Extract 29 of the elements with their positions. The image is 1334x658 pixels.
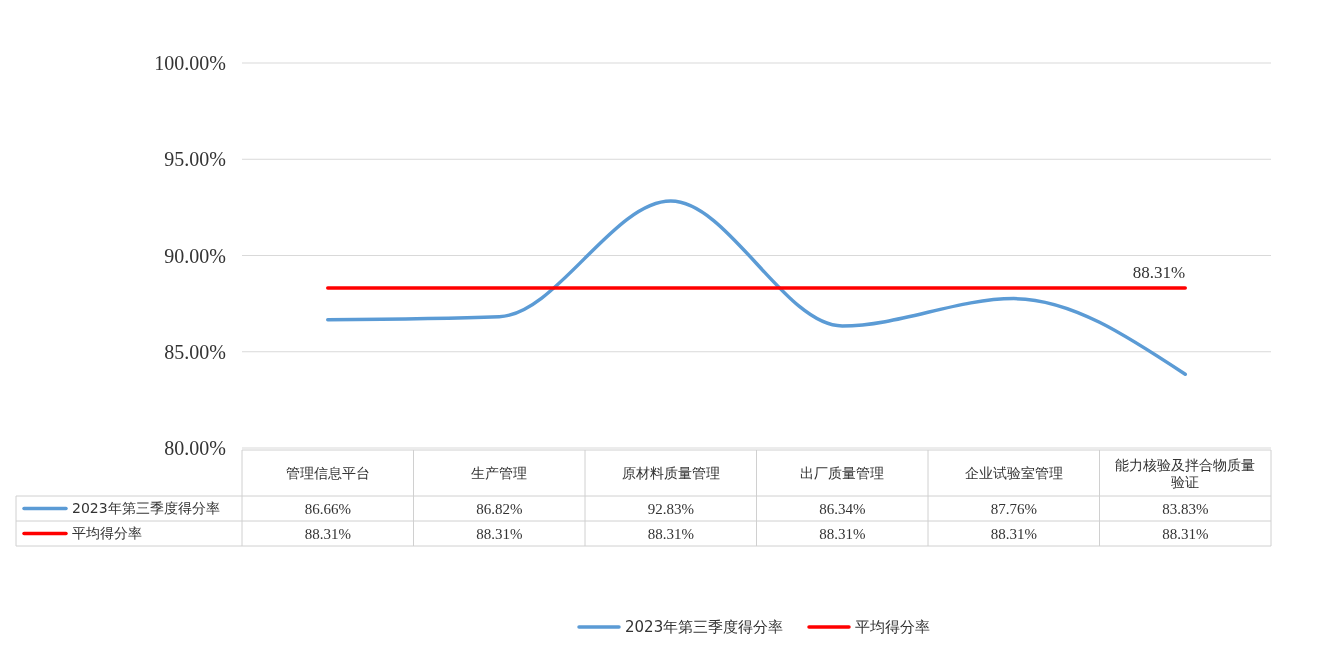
y-tick-label: 85.00% [164, 340, 226, 363]
data-label: 88.31% [1162, 525, 1209, 542]
annotation: 88.31% [1132, 263, 1186, 283]
legend-label: 2023年第三季度得分率 [72, 500, 220, 517]
y-tick-label: 100.00% [154, 52, 226, 74]
data-label: 86.34% [819, 500, 866, 517]
x-tick-label: 企业试验室管理 [964, 464, 1063, 481]
x-tick-label: 出厂质量管理 [800, 464, 885, 481]
data-label: 88.31% [304, 525, 351, 542]
data-label: 88.31% [647, 525, 694, 542]
text: 平均得分率 [855, 618, 930, 637]
data-label: 88.31% [476, 525, 523, 542]
data-label: 88.31% [990, 525, 1037, 542]
x-tick-label: 原材料质量管理 [621, 464, 720, 481]
data-label: 83.83% [1162, 500, 1209, 517]
legend-label: 平均得分率 [72, 525, 142, 542]
x-tick-label: 生产管理 [471, 464, 528, 481]
data-label: 86.66% [304, 500, 351, 517]
data-label: 86.82% [476, 500, 523, 517]
data-label: 92.83% [647, 500, 694, 517]
x-tick-label: 管理信息平台 [285, 464, 370, 481]
line-series [326, 199, 1187, 377]
text: 2023年第三季度得分率 [625, 618, 784, 637]
y-tick-label: 80.00% [164, 437, 226, 459]
data-label: 87.76% [990, 500, 1037, 517]
x-tick-label: 能力核验及拌合物质量验证 [1115, 456, 1256, 490]
data-label: 88.31% [819, 525, 866, 542]
y-tick-label: 90.00% [164, 244, 226, 267]
y-tick-label: 95.00% [164, 148, 226, 171]
